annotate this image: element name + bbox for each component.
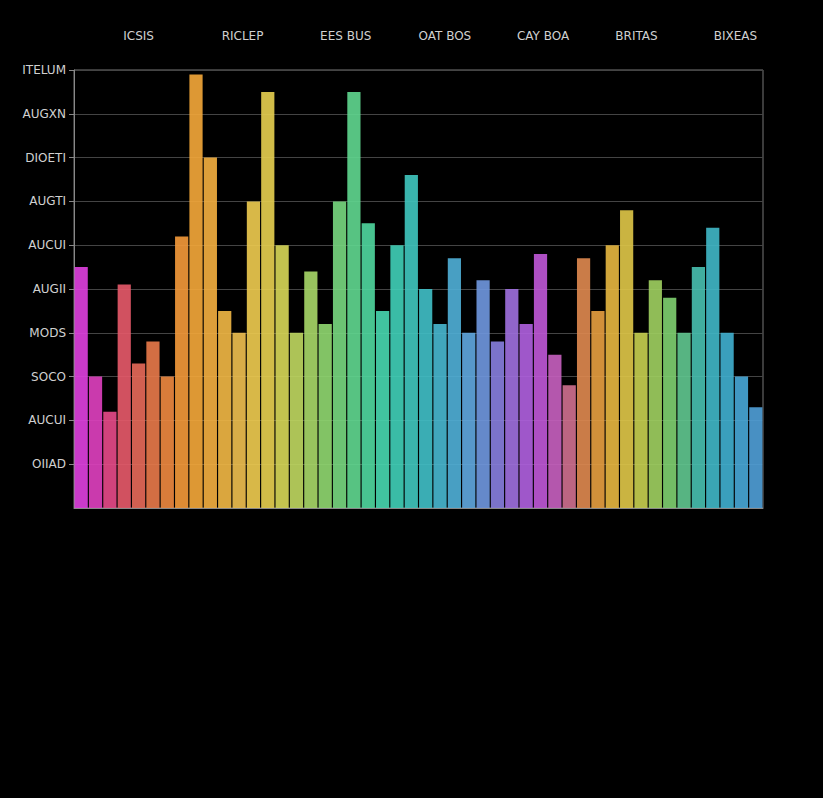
svg-text:AUGII: AUGII (33, 282, 66, 296)
svg-text:MODS: MODS (29, 326, 66, 340)
svg-text:OAT BOS: OAT BOS (418, 29, 471, 43)
svg-text:SOCO: SOCO (31, 370, 66, 384)
svg-text:AUCUI: AUCUI (28, 238, 66, 252)
svg-text:BRITAS: BRITAS (615, 29, 657, 43)
svg-text:DIOETI: DIOETI (25, 151, 66, 165)
svg-text:AUCUI: AUCUI (28, 413, 66, 427)
svg-text:ICSIS: ICSIS (123, 29, 154, 43)
svg-text:RICLEP: RICLEP (222, 29, 264, 43)
svg-text:AUGTI: AUGTI (29, 194, 66, 208)
svg-text:EES BUS: EES BUS (320, 29, 371, 43)
svg-text:AUGXN: AUGXN (23, 107, 67, 121)
svg-text:OIIAD: OIIAD (32, 457, 66, 471)
svg-text:BIXEAS: BIXEAS (714, 29, 757, 43)
svg-text:ITELUM: ITELUM (22, 63, 66, 77)
svg-text:CAY BOA: CAY BOA (517, 29, 570, 43)
